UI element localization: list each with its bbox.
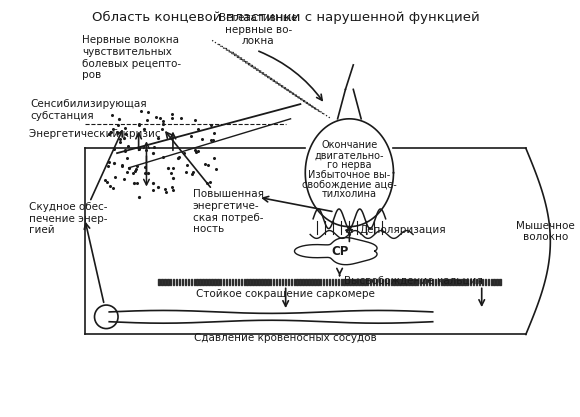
Text: свобождение аце-: свобождение аце- [302, 180, 397, 190]
Text: Повышенная
энергетиче-
ская потреб-
ность: Повышенная энергетиче- ская потреб- ност… [193, 189, 263, 234]
Text: Избыточное вы-: Избыточное вы- [308, 170, 390, 180]
Text: тилхолина: тилхолина [322, 189, 377, 199]
Text: Высвобождение кальция: Высвобождение кальция [345, 276, 483, 286]
Text: Деполяризация: Деполяризация [359, 225, 446, 235]
Text: Сенсибилизирующая
субстанция: Сенсибилизирующая субстанция [31, 99, 147, 121]
Text: Стойкое сокращение саркомере: Стойкое сокращение саркомере [196, 289, 375, 299]
Text: Мышечное
волокно: Мышечное волокно [516, 221, 575, 242]
Text: Сдавление кровеносных сосудов: Сдавление кровеносных сосудов [194, 332, 377, 342]
Text: Область концевой пластинки с нарушенной функцией: Область концевой пластинки с нарушенной … [92, 11, 480, 24]
Text: Окончание: Окончание [321, 141, 378, 151]
Text: го нерва: го нерва [327, 160, 372, 170]
Text: Скудное обес-
печение энер-
гией: Скудное обес- печение энер- гией [29, 202, 107, 235]
Text: Нервные волокна
чувствительных
болевых рецепто-
ров: Нервные волокна чувствительных болевых р… [82, 35, 181, 80]
Text: Энергетический кризис: Энергетический кризис [29, 128, 161, 138]
Text: CP: CP [331, 245, 348, 258]
Text: двигательно-: двигательно- [314, 150, 384, 160]
Text: Вегетативные
нервные во-
локна: Вегетативные нервные во- локна [219, 13, 298, 46]
